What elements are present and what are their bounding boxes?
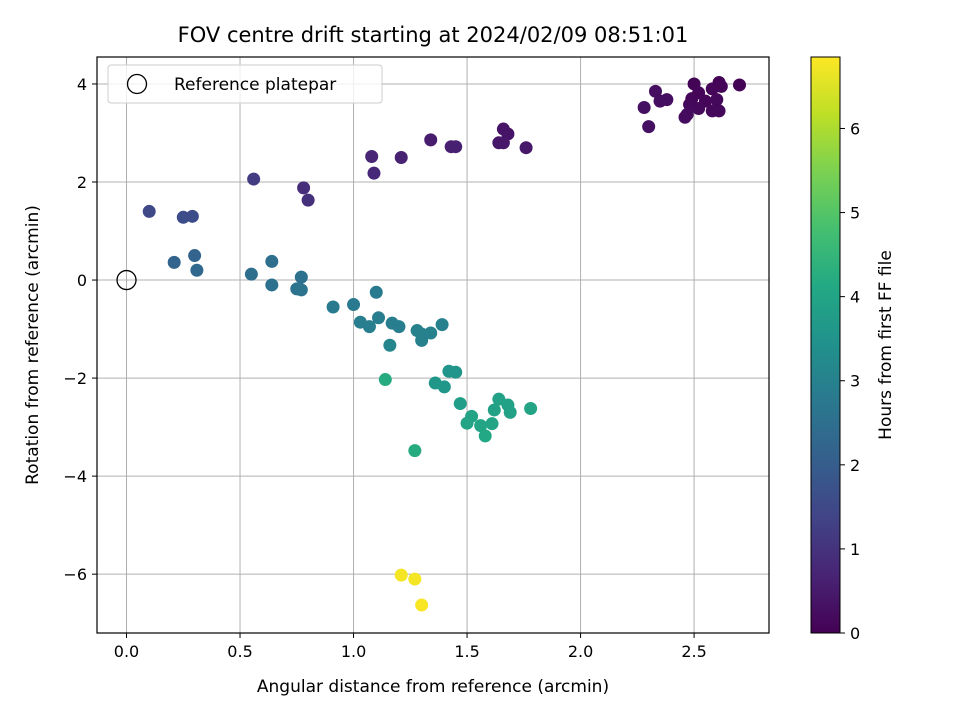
data-point [367,166,381,180]
data-point [301,193,315,207]
data-point [487,403,501,417]
y-axis-ticks: −6 −4 −2 0 2 4 [63,75,97,584]
data-point [167,255,181,269]
data-point [660,93,674,107]
reference-platepar-marker [116,269,137,291]
y-axis-label: Rotation from reference (arcmin) [23,205,43,485]
colorbar-tick-label: 0 [850,624,860,643]
colorbar-tick-label: 3 [850,372,860,391]
data-point [142,204,156,218]
legend-marker-reference [126,73,148,95]
x-tick-label: 0.0 [114,642,139,661]
x-tick-label: 2.5 [681,642,706,661]
y-tick-label: 2 [77,173,87,192]
data-point [449,365,463,379]
data-point [424,326,438,340]
x-tick-label: 2.0 [568,642,593,661]
data-point [648,84,662,98]
data-point [710,93,724,107]
data-point [392,320,406,334]
colorbar-tick-label: 1 [850,540,860,559]
data-point [244,267,258,281]
data-point [678,110,692,124]
data-point [265,254,279,268]
data-points [142,75,746,612]
data-point [449,140,463,154]
colorbar-ticks: 0 1 2 3 4 5 6 [840,119,860,643]
data-point [294,283,308,297]
data-point [369,285,383,299]
plot-frame [96,56,770,634]
legend: Reference platepar [107,64,383,104]
data-point [394,568,408,582]
y-tick-label: 4 [77,75,87,94]
data-point [435,318,449,332]
data-point [347,298,361,312]
data-point [365,150,379,164]
data-point [372,311,386,325]
legend-label-reference: Reference platepar [174,75,336,95]
colorbar-tick-label: 4 [850,288,860,307]
data-point [453,397,467,411]
data-point [474,419,488,433]
reference-layer [116,269,137,291]
data-point [265,278,279,292]
data-point [732,78,746,92]
data-point [642,120,656,134]
data-point [297,181,311,195]
data-point [190,263,204,277]
data-point [712,104,726,118]
data-point [415,598,429,612]
y-tick-label: −6 [63,565,87,584]
data-point [478,429,492,443]
colorbar-tick-label: 5 [850,204,860,223]
data-point [692,101,706,115]
data-point [378,373,392,387]
data-point [326,300,340,314]
data-point [637,100,651,114]
y-tick-label: −2 [63,369,87,388]
data-point [496,136,510,150]
data-point [503,405,517,419]
data-point [408,444,422,458]
x-tick-label: 1.5 [454,642,479,661]
y-tick-label: 0 [77,271,87,290]
data-point [460,416,474,430]
data-point [424,133,438,147]
data-point [185,209,199,223]
x-axis-ticks: 0.0 0.5 1.0 1.5 2.0 2.5 [114,633,707,661]
x-tick-label: 0.5 [227,642,252,661]
data-point [362,320,376,334]
data-point [437,380,451,394]
legend-box [107,64,383,104]
data-point [294,270,308,284]
colorbar-tick-label: 2 [850,456,860,475]
data-point [394,150,408,164]
data-point [524,401,538,415]
data-point [714,79,728,93]
data-point [415,333,429,347]
data-point [383,338,397,352]
y-tick-label: −4 [63,467,87,486]
data-point [188,249,202,263]
colorbar-label: Hours from first FF file [876,250,896,440]
data-point [408,572,422,586]
data-point [485,417,499,431]
chart-title: FOV centre drift starting at 2024/02/09 … [178,23,689,47]
colorbar: 0 1 2 3 4 5 6 Hours from first FF file [810,56,896,643]
colorbar-gradient [810,56,841,634]
x-tick-label: 1.0 [341,642,366,661]
data-point [247,172,261,186]
data-point [519,141,533,155]
x-axis-label: Angular distance from reference (arcmin) [257,677,609,697]
colorbar-tick-label: 6 [850,119,860,138]
